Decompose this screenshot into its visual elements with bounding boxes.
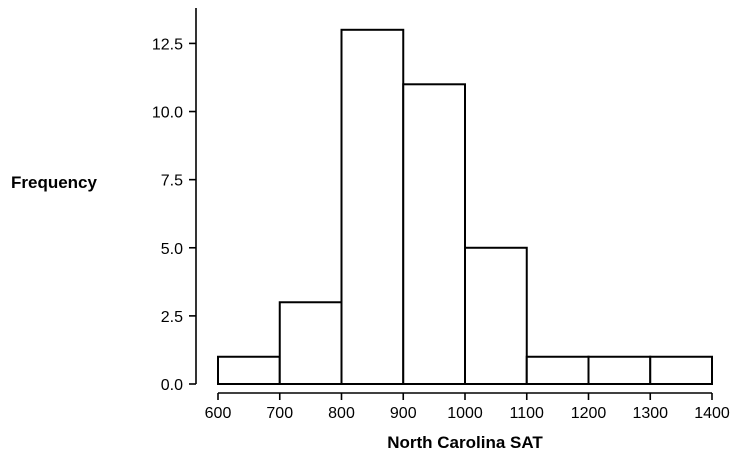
bars-group [217,28,713,386]
histogram-bar-1200-1300 [587,355,652,386]
y-tick-label: 2.5 [161,309,183,326]
x-tick-label: 1300 [632,405,668,422]
y-tick-label: 5.0 [161,241,183,258]
y-tick-label: 0.0 [161,377,183,394]
x-tick-label: 900 [390,405,417,422]
histogram-bar-1300-1400 [649,355,713,386]
histogram-bar-700-800 [278,301,343,385]
histogram-bar-1000-1100 [464,246,528,385]
x-tick-label: 800 [328,405,355,422]
y-axis-title: Frequency [11,173,98,192]
x-tick-label: 1000 [447,405,483,422]
x-tick-label: 1400 [694,405,730,422]
x-axis-title: North Carolina SAT [387,433,543,452]
histogram-bar-900-1000 [402,83,466,385]
x-tick-label: 1100 [510,405,545,422]
y-tick-label: 12.5 [152,36,183,53]
y-ticks-group: 0.0 2.5 5.0 7.5 10.0 12.5 [152,36,196,394]
x-tick-label: 600 [205,405,232,422]
y-tick-label: 7.5 [161,173,183,190]
y-tick-label: 10.0 [152,105,183,122]
histogram-bar-600-700 [217,355,281,386]
histogram-bar-1100-1200 [525,355,590,386]
x-ticks-group: 600 700 800 900 1000 1100 1200 1300 1400 [205,393,730,422]
x-tick-label: 1200 [571,405,607,422]
x-tick-label: 700 [266,405,293,422]
histogram-bar-800-900 [340,28,405,386]
